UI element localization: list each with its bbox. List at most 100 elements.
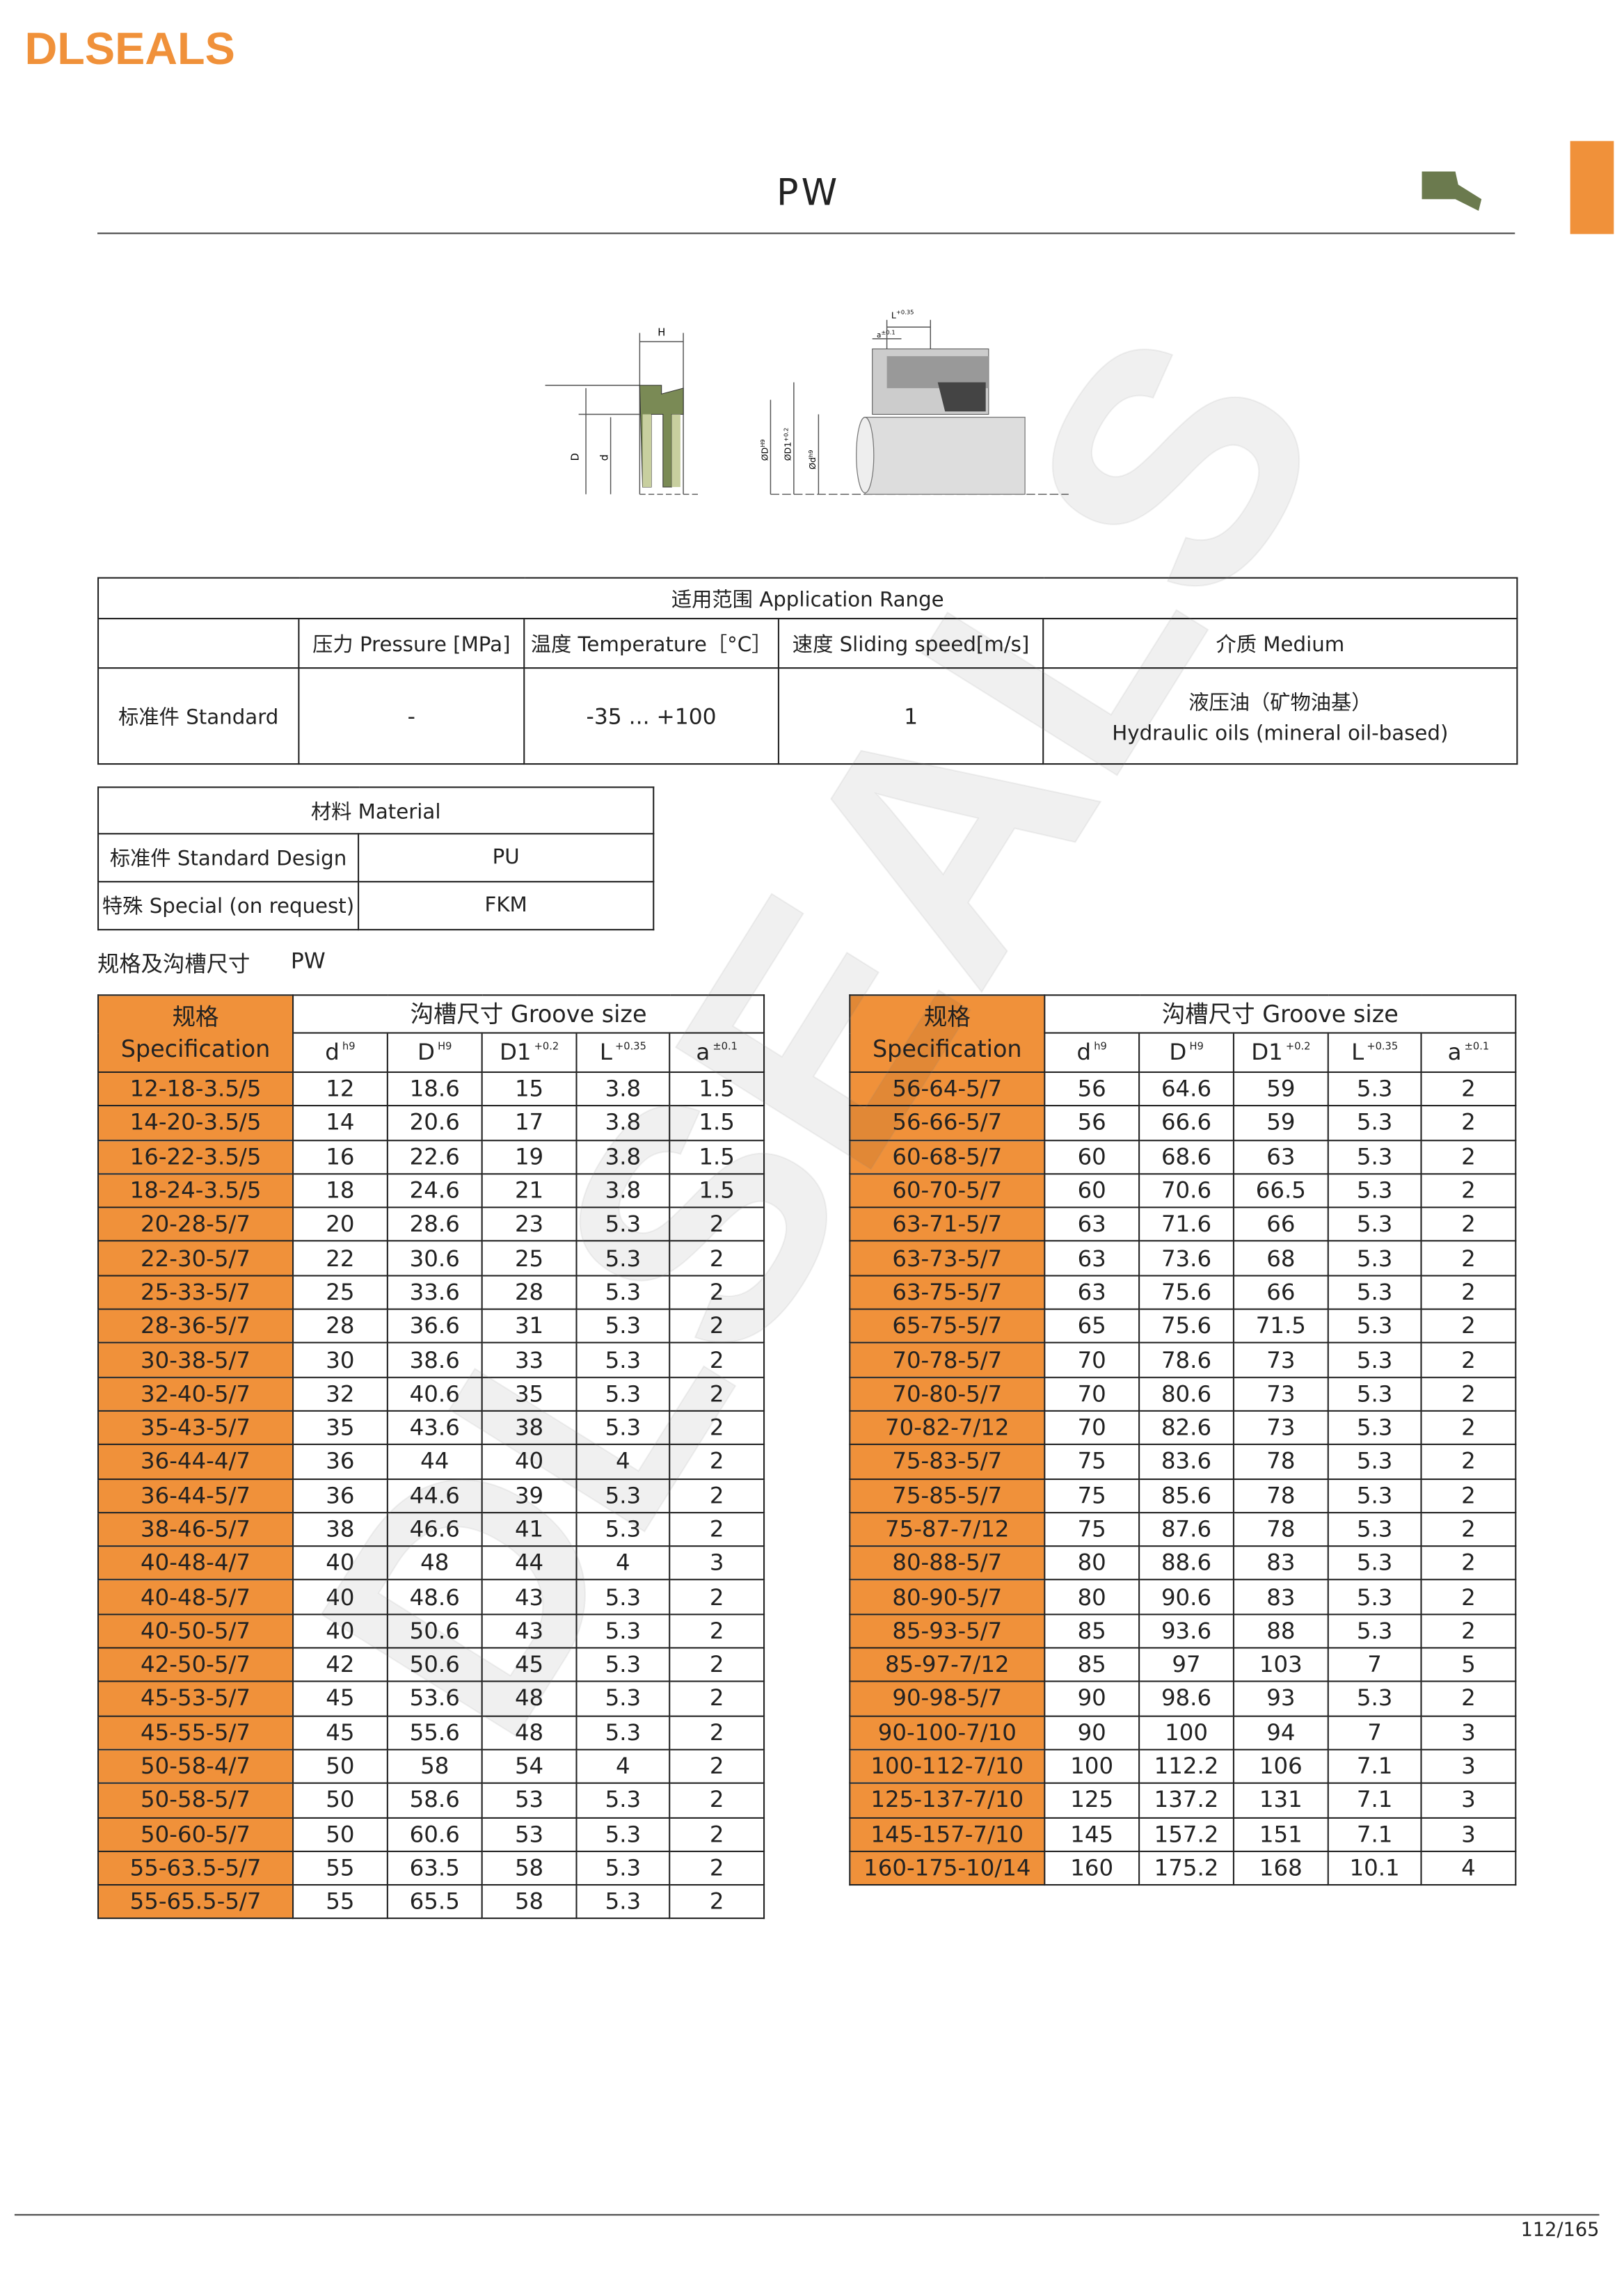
column-tolerance: H9 <box>438 1041 452 1053</box>
data-row: 80-88-5/7 80 88.6 83 5.3 2 <box>849 1545 1517 1581</box>
data-row: 70-80-5/7 70 80.6 73 5.3 2 <box>849 1376 1517 1412</box>
data-row: 80-90-5/7 80 90.6 83 5.3 2 <box>849 1579 1517 1615</box>
cell: 2 <box>1420 1275 1517 1310</box>
cell: 46.6 <box>386 1511 483 1547</box>
cell: 3.8 <box>575 1139 671 1175</box>
cell: 2 <box>669 1444 765 1480</box>
cell: 45 <box>292 1714 388 1751</box>
data-row: 85-93-5/7 85 93.6 88 5.3 2 <box>849 1613 1517 1649</box>
column-header: D H9 <box>1138 1032 1234 1074</box>
cell: 93 <box>1232 1681 1329 1716</box>
spec-cell: 80-90-5/7 <box>849 1579 1046 1615</box>
application-table: 适用范围 Application Range 压力 Pressure [MPa]… <box>97 577 1518 765</box>
cell: 71.5 <box>1232 1308 1329 1344</box>
cell: 39 <box>481 1478 578 1513</box>
cell: 2 <box>669 1241 765 1277</box>
cell: 2 <box>1420 1579 1517 1615</box>
data-row: 40-48-5/7 40 48.6 43 5.3 2 <box>97 1579 765 1615</box>
spec-cell: 145-157-7/10 <box>849 1816 1046 1852</box>
column-name: d <box>325 1039 340 1066</box>
cell: 2 <box>669 1884 765 1920</box>
cell: 70 <box>1044 1376 1140 1412</box>
cell: 106 <box>1232 1748 1329 1785</box>
cell: 125 <box>1044 1783 1140 1818</box>
column-tolerance: ±0.1 <box>713 1041 738 1053</box>
cell: 66 <box>1232 1275 1329 1310</box>
cell: 48 <box>481 1714 578 1751</box>
cell: 85 <box>1044 1647 1140 1683</box>
spec-cell: 38-46-5/7 <box>97 1511 294 1547</box>
data-row: 32-40-5/7 32 40.6 35 5.3 2 <box>97 1376 765 1412</box>
data-row: 42-50-5/7 42 50.6 45 5.3 2 <box>97 1647 765 1683</box>
spec-cell: 70-82-7/12 <box>849 1410 1046 1446</box>
cell: 5.3 <box>1327 1579 1422 1615</box>
cell: 4 <box>575 1748 671 1785</box>
cell: 3 <box>1420 1714 1517 1751</box>
cell: 78 <box>1232 1511 1329 1547</box>
column-name: a <box>1447 1039 1462 1066</box>
cell: 5.3 <box>575 1714 671 1751</box>
data-row: 50-58-5/7 50 58.6 53 5.3 2 <box>97 1783 765 1818</box>
cell: 75 <box>1044 1511 1140 1547</box>
column-header: D1 +0.2 <box>481 1032 578 1074</box>
cell: 5.3 <box>1327 1613 1422 1649</box>
diagram-sup: ±0.1 <box>881 329 895 336</box>
column-header: a ±0.1 <box>669 1032 765 1074</box>
column-tolerance: h9 <box>342 1041 356 1053</box>
cell: 71.6 <box>1138 1206 1234 1243</box>
cell: 87.6 <box>1138 1511 1234 1547</box>
data-row: 18-24-3.5/5 18 24.6 21 3.8 1.5 <box>97 1172 765 1209</box>
spec-cell: 63-71-5/7 <box>849 1206 1046 1243</box>
cell: 35 <box>481 1376 578 1412</box>
cell: 7 <box>1327 1647 1422 1683</box>
cell: 59 <box>1232 1071 1329 1107</box>
cell: 4 <box>575 1444 671 1480</box>
cell: 50 <box>292 1783 388 1818</box>
cell: 2 <box>669 1816 765 1852</box>
data-row: 55-63.5-5/7 55 63.5 58 5.3 2 <box>97 1850 765 1886</box>
cell: 5.3 <box>1327 1308 1422 1344</box>
cell: 42 <box>292 1647 388 1683</box>
spec-cell: 70-80-5/7 <box>849 1376 1046 1412</box>
groove-header: 沟槽尺寸 Groove size <box>292 994 765 1034</box>
cell: 60.6 <box>386 1816 483 1852</box>
data-row: 40-50-5/7 40 50.6 43 5.3 2 <box>97 1613 765 1649</box>
cell: 7.1 <box>1327 1783 1422 1818</box>
spec-header-line: Specification <box>120 1035 271 1063</box>
data-row: 90-100-7/10 90 100 94 7 3 <box>849 1714 1517 1751</box>
cell: 5.3 <box>1327 1241 1422 1277</box>
spec-cell: 36-44-4/7 <box>97 1444 294 1480</box>
spec-cell: 30-38-5/7 <box>97 1342 294 1378</box>
data-row: 70-78-5/7 70 78.6 73 5.3 2 <box>849 1342 1517 1378</box>
cell: 2 <box>1420 1139 1517 1175</box>
cell: 7.1 <box>1327 1748 1422 1785</box>
data-row: 20-28-5/7 20 28.6 23 5.3 2 <box>97 1206 765 1243</box>
logo: DLSEALS <box>24 23 235 74</box>
footer-rule <box>14 2214 1600 2216</box>
cell: 5.3 <box>575 1613 671 1649</box>
cell: 2 <box>1420 1376 1517 1412</box>
cell: 48.6 <box>386 1579 483 1615</box>
cell: 112.2 <box>1138 1748 1234 1785</box>
cell: 2 <box>669 1748 765 1785</box>
cell: 5.3 <box>575 1850 671 1886</box>
spec-header-line: Specification <box>872 1035 1022 1063</box>
spec-cell: 85-93-5/7 <box>849 1613 1046 1649</box>
cell: 36.6 <box>386 1308 483 1344</box>
spec-header-line: 规格 <box>923 1003 971 1031</box>
diagram-label: Ød <box>807 457 818 470</box>
spec-cell: 25-33-5/7 <box>97 1275 294 1310</box>
cell: 75.6 <box>1138 1275 1234 1310</box>
spec-cell: 20-28-5/7 <box>97 1206 294 1243</box>
cell: 103 <box>1232 1647 1329 1683</box>
cell: 90 <box>1044 1714 1140 1751</box>
column-tolerance: +0.2 <box>534 1041 559 1053</box>
diagram-label: a±0.1 <box>877 329 895 340</box>
column-name: L <box>1351 1039 1364 1066</box>
column-header: D1 +0.2 <box>1232 1032 1329 1074</box>
cell: 53 <box>481 1783 578 1818</box>
cell: 41 <box>481 1511 578 1547</box>
cell: 40.6 <box>386 1376 483 1412</box>
column-header: d h9 <box>1044 1032 1140 1074</box>
